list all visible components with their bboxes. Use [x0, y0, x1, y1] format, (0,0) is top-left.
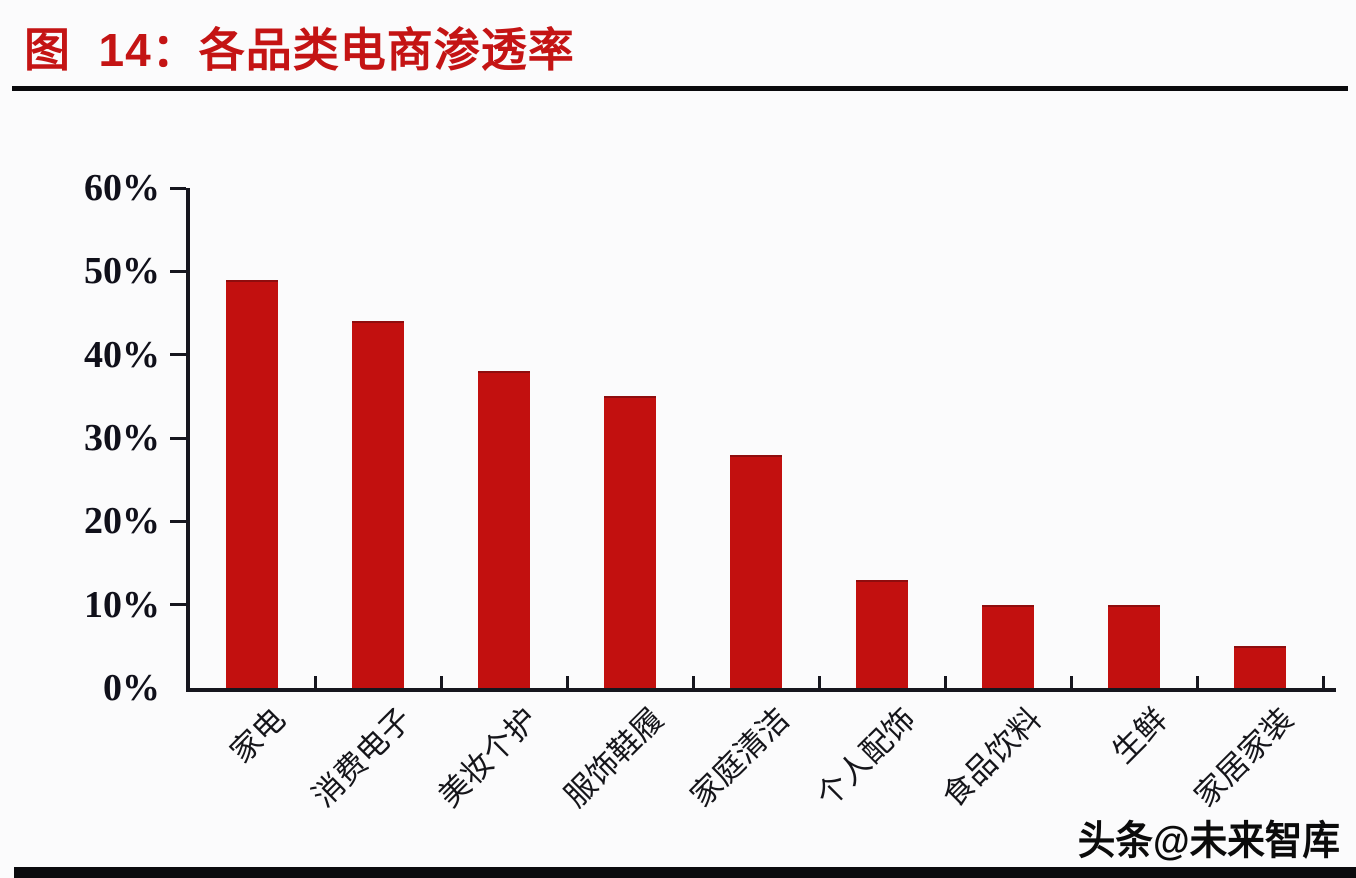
y-tick	[170, 269, 186, 273]
y-tick	[170, 353, 186, 357]
y-tick	[170, 519, 186, 523]
x-tick	[817, 676, 821, 688]
x-tick	[943, 676, 947, 688]
x-category-label: 家居家装	[1187, 701, 1301, 814]
x-category-label: 个人配饰	[809, 701, 923, 814]
x-axis-line	[186, 688, 1336, 692]
bar-个人配饰	[856, 579, 908, 688]
y-tick	[170, 186, 186, 190]
bar-家庭清洁	[730, 454, 782, 688]
x-tick	[1195, 676, 1199, 688]
y-tick-label: 50%	[84, 250, 160, 293]
x-category-label: 消费电子	[305, 701, 419, 814]
x-tick	[565, 676, 569, 688]
x-tick	[439, 676, 443, 688]
bar-美妆个护	[478, 371, 530, 688]
x-tick	[1321, 676, 1325, 688]
x-category-label: 家庭清洁	[683, 701, 797, 814]
bar-消费电子	[352, 321, 404, 688]
y-tick-label: 10%	[84, 583, 160, 626]
title-underline	[12, 86, 1348, 91]
bar-家电	[226, 279, 278, 688]
x-category-label: 美妆个护	[431, 701, 545, 814]
y-tick-label: 40%	[84, 333, 160, 376]
y-tick	[170, 436, 186, 440]
y-tick	[170, 603, 186, 607]
y-axis-line	[186, 188, 190, 692]
y-tick-label: 60%	[84, 167, 160, 209]
x-category-label: 食品饮料	[935, 701, 1049, 814]
y-tick-label: 20%	[84, 500, 160, 543]
x-tick	[691, 676, 695, 688]
y-tick-label: 30%	[84, 417, 160, 459]
figure-title: 图 14：各品类电商渗透率	[24, 24, 575, 76]
bar-生鲜	[1108, 604, 1160, 688]
bar-食品饮料	[982, 604, 1034, 688]
y-tick-label: 0%	[103, 667, 160, 709]
watermark: 头条@未来智库	[1077, 819, 1340, 863]
x-category-label: 服饰鞋履	[557, 701, 671, 814]
bar-服饰鞋履	[604, 396, 656, 688]
bar-家居家装	[1234, 646, 1286, 688]
x-tick	[1069, 676, 1073, 688]
x-tick	[313, 676, 317, 688]
bottom-border	[14, 867, 1356, 878]
x-category-label: 家电	[223, 701, 293, 770]
x-category-label: 生鲜	[1105, 701, 1175, 770]
